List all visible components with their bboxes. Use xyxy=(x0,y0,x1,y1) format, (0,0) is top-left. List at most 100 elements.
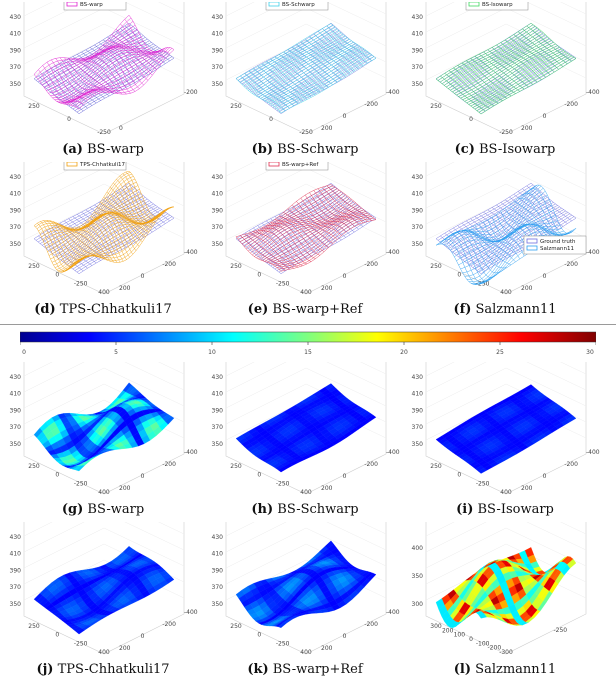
y-tick-label: -200 xyxy=(364,261,378,268)
subfigure-caption: (l) Salzmann11 xyxy=(410,662,600,677)
subfigure-caption: (e) BS-warp+Ref xyxy=(210,302,400,317)
z-tick-label: 410 xyxy=(212,31,224,38)
y-tick-label: -400 xyxy=(586,249,600,256)
error-surface xyxy=(235,540,377,628)
x-tick-label: 0 xyxy=(55,472,59,479)
z-tick-label: 450 xyxy=(10,362,22,364)
y-tick-label: 200 xyxy=(119,285,131,292)
error-colorbar: 0 5 10 15 20 25 30 xyxy=(19,330,597,358)
x-tick-label: 250 xyxy=(430,103,442,110)
subfigure-caption: (h) BS-Schwarp xyxy=(210,502,400,517)
z-tick-label: 390 xyxy=(412,47,424,54)
x-tick-label: -250 xyxy=(476,480,490,487)
z-tick-label: 350 xyxy=(212,241,224,248)
heatmap-panel-g: 450 430 410 390 370 350 250 0 -250 400 200 0 -200 -40… xyxy=(8,362,198,520)
legend-method: BS-warp xyxy=(80,2,103,8)
x-tick-label: -250 xyxy=(276,280,290,287)
x-tick-label: -250 xyxy=(299,129,313,136)
y-tick-label: -400 xyxy=(586,89,600,96)
z-tick-label: 390 xyxy=(412,407,424,414)
subfigure-tag: (b) xyxy=(251,142,273,157)
z-tick-label: 450 xyxy=(10,2,22,4)
subfigure-title: TPS-Chhatkuli17 xyxy=(53,662,170,677)
z-tick-label: 390 xyxy=(212,207,224,214)
error-surface-plot: 450 430 410 390 370 350 250 0 -250 400 200 0 -200 -40… xyxy=(10,362,198,496)
mesh-panel-b: 450 430 410 390 370 350 250 0 -250 200 0 -200 -400 Gr… xyxy=(210,2,400,160)
z-tick-label: 410 xyxy=(212,191,224,198)
mesh-plot: 450 430 410 390 370 350 250 0 -250 400 200 0 -200 -40… xyxy=(412,162,600,296)
plot-legend: Ground truthBS-warp xyxy=(63,2,127,11)
z-tick-label: 450 xyxy=(412,362,424,364)
x-tick-label: -250 xyxy=(74,280,88,287)
z-tick-label: 350 xyxy=(412,573,424,580)
y-tick-label: 0 xyxy=(119,125,123,132)
x-tick-label: 250 xyxy=(430,263,442,270)
subfigure-caption: (f) Salzmann11 xyxy=(410,302,600,317)
y-tick-label: -400 xyxy=(184,449,198,456)
x-tick-label: 0 xyxy=(469,116,473,123)
x-tick-label: 400 xyxy=(98,489,110,496)
x-tick-label: 250 xyxy=(28,263,40,270)
x-tick-label: 400 xyxy=(300,649,312,656)
z-tick-label: 370 xyxy=(212,64,224,71)
y-tick-label: -400 xyxy=(184,609,198,616)
axes-frame: 450 430 410 390 370 350 250 0 -250 400 200 0 -200 -40… xyxy=(10,522,198,656)
y-tick-label: 0 xyxy=(141,633,145,640)
colorbar-tick-label: 30 xyxy=(586,349,594,356)
z-tick-label: 370 xyxy=(412,424,424,431)
z-tick-label: 300 xyxy=(412,601,424,608)
z-tick-label: 450 xyxy=(412,522,424,524)
z-tick-label: 350 xyxy=(412,441,424,448)
plot-legend: Ground truthBS-Isowarp xyxy=(465,2,529,11)
mesh-surface xyxy=(435,23,577,115)
axes-frame: 450 430 410 390 370 350 250 0 -250 400 200 0 -200 -40… xyxy=(412,162,600,296)
z-tick-label: 350 xyxy=(10,441,22,448)
x-tick-label: -250 xyxy=(476,280,490,287)
heatmap-panel-l: 4504003503003002001000-100-200-300-250(l… xyxy=(410,522,600,680)
subfigure-title: TPS-Chhatkuli17 xyxy=(55,302,172,317)
subfigure-title: BS-warp xyxy=(82,142,144,157)
x-tick-label: 0 xyxy=(457,472,461,479)
x-tick-label: 0 xyxy=(67,116,71,123)
colorbar-gradient xyxy=(19,331,597,343)
z-tick-label: 370 xyxy=(412,64,424,71)
y-tick-label: 200 xyxy=(521,285,533,292)
x-tick-label: -250 xyxy=(276,640,290,647)
x-tick-label: -250 xyxy=(499,129,513,136)
subfigure-title: BS-warp xyxy=(83,502,145,517)
z-tick-label: 430 xyxy=(412,14,424,21)
subfigure-caption: (g) BS-warp xyxy=(8,502,198,517)
subfigure-title: Salzmann11 xyxy=(471,302,557,317)
subfigure-caption: (i) BS-Isowarp xyxy=(410,502,600,517)
error-surface xyxy=(235,383,377,473)
y-tick-label: -400 xyxy=(386,609,400,616)
z-tick-label: 430 xyxy=(10,534,22,541)
z-tick-label: 350 xyxy=(212,601,224,608)
x-tick-label: 250 xyxy=(28,103,40,110)
y-tick-label: 200 xyxy=(321,285,333,292)
z-tick-label: 430 xyxy=(212,174,224,181)
x-tick-label: -250 xyxy=(74,480,88,487)
mesh-surface xyxy=(235,23,377,114)
section-divider xyxy=(0,324,616,325)
z-tick-label: 350 xyxy=(10,601,22,608)
mesh-panel-f: 450 430 410 390 370 350 250 0 -250 400 200 0 -200 -40… xyxy=(410,162,600,320)
z-tick-label: 390 xyxy=(10,207,22,214)
z-tick-label: 370 xyxy=(212,224,224,231)
x-tick-label: 100 xyxy=(454,632,466,639)
y-tick-label: -400 xyxy=(386,89,400,96)
mesh-panel-d: 450 430 410 390 370 350 250 0 -250 400 200 0 -200 -40… xyxy=(8,162,198,320)
z-tick-label: 390 xyxy=(10,407,22,414)
subfigure-tag: (k) xyxy=(247,662,269,677)
subfigure-tag: (c) xyxy=(454,142,475,157)
z-tick-label: 370 xyxy=(212,584,224,591)
subfigure-caption: (b) BS-Schwarp xyxy=(210,142,400,157)
colorbar-tick-label: 0 xyxy=(22,349,26,356)
heatmap-panel-j: 450 430 410 390 370 350 250 0 -250 400 200 0 -200 -40… xyxy=(8,522,198,680)
x-tick-label: -250 xyxy=(74,640,88,647)
y-tick-label: 0 xyxy=(343,113,347,120)
error-surface-plot: 450 430 410 390 370 350 250 0 -250 400 200 0 -200 -40… xyxy=(10,522,198,656)
y-tick-label: 200 xyxy=(321,125,333,132)
z-tick-label: 350 xyxy=(10,241,22,248)
z-tick-label: 430 xyxy=(212,374,224,381)
